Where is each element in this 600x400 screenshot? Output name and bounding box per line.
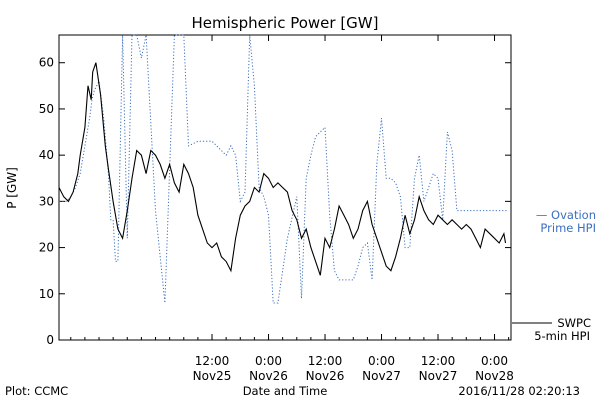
- legend-swpc-line1: SWPC: [557, 316, 591, 330]
- x-axis-ticks: 12:00Nov250:00Nov2612:00Nov260:00Nov2712…: [70, 35, 514, 383]
- x-tick-date-label: Nov26: [249, 369, 288, 383]
- y-tick-label: 30: [39, 194, 54, 208]
- y-tick-label: 40: [39, 148, 54, 162]
- x-tick-time-label: 12:00: [195, 354, 230, 368]
- x-tick-time-label: 0:00: [481, 354, 508, 368]
- x-tick-date-label: Nov27: [419, 369, 458, 383]
- x-tick-date-label: Nov28: [475, 369, 514, 383]
- footer-timestamp: 2016/11/28 02:20:13: [458, 384, 580, 398]
- plot-frame: [58, 34, 512, 341]
- x-tick-time-label: 12:00: [421, 354, 456, 368]
- y-axis-label: P [GW]: [5, 167, 19, 209]
- x-tick-date-label: Nov25: [193, 369, 232, 383]
- x-tick-date-label: Nov26: [306, 369, 345, 383]
- y-tick-label: 10: [39, 287, 54, 301]
- y-tick-label: 0: [46, 333, 54, 347]
- x-tick-time-label: 0:00: [255, 354, 282, 368]
- y-tick-label: 50: [39, 102, 54, 116]
- x-tick-date-label: Nov27: [362, 369, 401, 383]
- legend-swpc: SWPC 5-min HPI: [512, 316, 591, 343]
- legend-ovation-line1: — Ovation: [536, 208, 596, 222]
- swpc-hpi-line: [58, 62, 507, 276]
- series-layer: [58, 34, 509, 304]
- x-tick-time-label: 12:00: [308, 354, 343, 368]
- x-axis-label: Date and Time: [243, 384, 328, 398]
- legend-swpc-line2: 5-min HPI: [534, 329, 590, 343]
- y-tick-label: 20: [39, 241, 54, 255]
- chart-title: Hemispheric Power [GW]: [192, 14, 379, 32]
- y-axis-ticks: 0 10 20 30 40 50 60: [39, 56, 511, 347]
- ovation-prime-hpi-line: [59, 34, 509, 304]
- y-tick-label: 60: [39, 56, 54, 70]
- legend-ovation-line2: Prime HPI: [540, 221, 596, 235]
- legend-ovation: — Ovation Prime HPI: [536, 208, 596, 235]
- x-tick-time-label: 0:00: [368, 354, 395, 368]
- footer-plot-credit: Plot: CCMC: [5, 384, 68, 398]
